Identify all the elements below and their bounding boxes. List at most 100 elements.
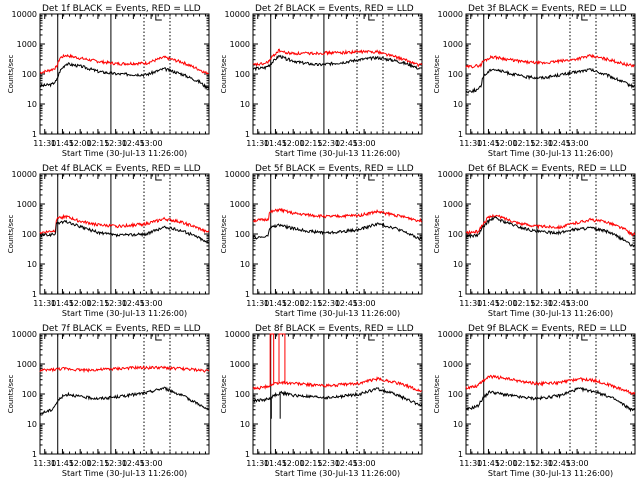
x-tick-label: 12:45 [548, 139, 571, 148]
x-tick-label: 11:45 [51, 299, 74, 308]
y-tick-label: 100 [448, 390, 463, 399]
x-tick-label: 13:00 [566, 459, 589, 468]
y-tick-label: 10 [453, 100, 463, 109]
y-tick-label: 1000 [443, 200, 463, 209]
events-series-line [39, 62, 210, 90]
y-tick-label: 100 [235, 390, 250, 399]
y-tick-label: 1 [32, 290, 37, 299]
y-tick-label: 10000 [225, 330, 250, 339]
corner-marker [368, 174, 375, 181]
y-tick-label: 100 [235, 70, 250, 79]
x-tick-label: 11:45 [51, 459, 74, 468]
y-axis-label: Counts/sec [433, 215, 441, 254]
x-tick-label: 12:15 [512, 459, 535, 468]
y-tick-label: 100 [22, 230, 37, 239]
x-tick-label: 13:00 [353, 139, 376, 148]
y-tick-label: 1 [32, 130, 37, 139]
lld-series-line [252, 376, 423, 393]
y-axis-label: Counts/sec [220, 215, 228, 254]
panel-7: Det 7f BLACK = Events, RED = LLD 1 10 100 10… [7, 324, 210, 478]
panel-title: Det 2f BLACK = Events, RED = LLD [255, 4, 414, 14]
x-tick-label: 11:30 [246, 459, 269, 468]
lld-series-line [39, 213, 210, 235]
x-tick-label: 11:30 [459, 139, 482, 148]
y-tick-label: 10 [27, 420, 37, 429]
y-axis-label: Counts/sec [220, 55, 228, 94]
panel-3: Det 3f BLACK = Events, RED = LLD 1 10 100 10… [433, 4, 636, 158]
y-tick-label: 10000 [12, 330, 37, 339]
y-axis-label: Counts/sec [220, 375, 228, 414]
plot-frame [252, 173, 423, 295]
y-tick-label: 100 [22, 70, 37, 79]
x-tick-label: 12:30 [317, 139, 340, 148]
x-tick-label: 12:15 [299, 299, 322, 308]
y-tick-label: 10000 [438, 330, 463, 339]
x-axis-label: Start Time (30-Jul-13 11:26:00) [62, 469, 187, 478]
y-tick-label: 10 [240, 420, 250, 429]
lld-series-line [465, 53, 635, 69]
panel-title: Det 3f BLACK = Events, RED = LLD [468, 4, 627, 14]
lld-spike [269, 333, 275, 386]
x-tick-label: 12:15 [512, 299, 535, 308]
y-tick-label: 10 [453, 260, 463, 269]
y-tick-label: 10000 [438, 10, 463, 19]
x-tick-label: 12:00 [69, 459, 92, 468]
x-tick-label: 13:00 [353, 299, 376, 308]
panel-title: Det 1f BLACK = Events, RED = LLD [42, 4, 201, 14]
x-tick-label: 12:45 [122, 299, 145, 308]
x-tick-label: 12:45 [548, 459, 571, 468]
y-tick-label: 10000 [12, 10, 37, 19]
y-tick-label: 1000 [17, 40, 37, 49]
plot-frame [39, 173, 210, 295]
x-tick-label: 11:30 [246, 139, 269, 148]
lld-spike [278, 333, 286, 383]
y-tick-label: 10 [27, 100, 37, 109]
x-tick-label: 11:30 [33, 459, 56, 468]
x-tick-label: 12:15 [512, 139, 535, 148]
x-tick-label: 11:45 [51, 139, 74, 148]
y-tick-label: 100 [235, 230, 250, 239]
x-tick-label: 12:45 [122, 139, 145, 148]
x-tick-label: 12:15 [299, 459, 322, 468]
lld-series-line [252, 48, 423, 68]
panel-5: Det 5f BLACK = Events, RED = LLD 1 10 100 10… [220, 164, 423, 318]
x-tick-label: 13:00 [353, 459, 376, 468]
plot-frame [465, 333, 636, 455]
x-axis-label: Start Time (30-Jul-13 11:26:00) [275, 309, 400, 318]
panel-9: Det 9f BLACK = Events, RED = LLD 1 10 100 10… [433, 324, 636, 478]
x-tick-label: 11:30 [246, 299, 269, 308]
panel-title: Det 8f BLACK = Events, RED = LLD [255, 324, 414, 334]
x-tick-label: 13:00 [566, 139, 589, 148]
lld-series-line [39, 53, 210, 75]
y-tick-label: 1000 [230, 360, 250, 369]
y-axis-label: Counts/sec [7, 215, 15, 254]
x-tick-label: 12:00 [69, 299, 92, 308]
corner-marker [368, 14, 375, 21]
y-tick-label: 10000 [225, 10, 250, 19]
x-tick-label: 12:15 [86, 459, 109, 468]
y-tick-label: 10000 [12, 170, 37, 179]
panel-title: Det 7f BLACK = Events, RED = LLD [42, 324, 201, 334]
events-series-line [465, 67, 636, 94]
y-axis-label: Counts/sec [7, 55, 15, 94]
x-tick-label: 11:30 [33, 139, 56, 148]
panel-title: Det 4f BLACK = Events, RED = LLD [42, 164, 201, 174]
panel-4: Det 4f BLACK = Events, RED = LLD 1 10 100 10… [7, 164, 210, 318]
x-tick-label: 12:30 [317, 459, 340, 468]
y-tick-label: 1000 [17, 200, 37, 209]
y-tick-label: 1000 [443, 360, 463, 369]
x-tick-label: 13:00 [140, 299, 163, 308]
x-tick-label: 11:45 [477, 299, 500, 308]
x-tick-label: 12:45 [335, 299, 358, 308]
corner-marker [155, 174, 162, 181]
x-tick-label: 11:45 [264, 299, 287, 308]
y-tick-label: 10 [453, 420, 463, 429]
y-tick-label: 10000 [225, 170, 250, 179]
lld-series-line [465, 374, 636, 396]
x-tick-label: 11:30 [459, 299, 482, 308]
x-tick-label: 12:30 [530, 139, 553, 148]
y-tick-label: 1 [245, 450, 250, 459]
x-tick-label: 13:00 [140, 459, 163, 468]
x-tick-label: 13:00 [140, 139, 163, 148]
x-tick-label: 12:00 [282, 299, 305, 308]
